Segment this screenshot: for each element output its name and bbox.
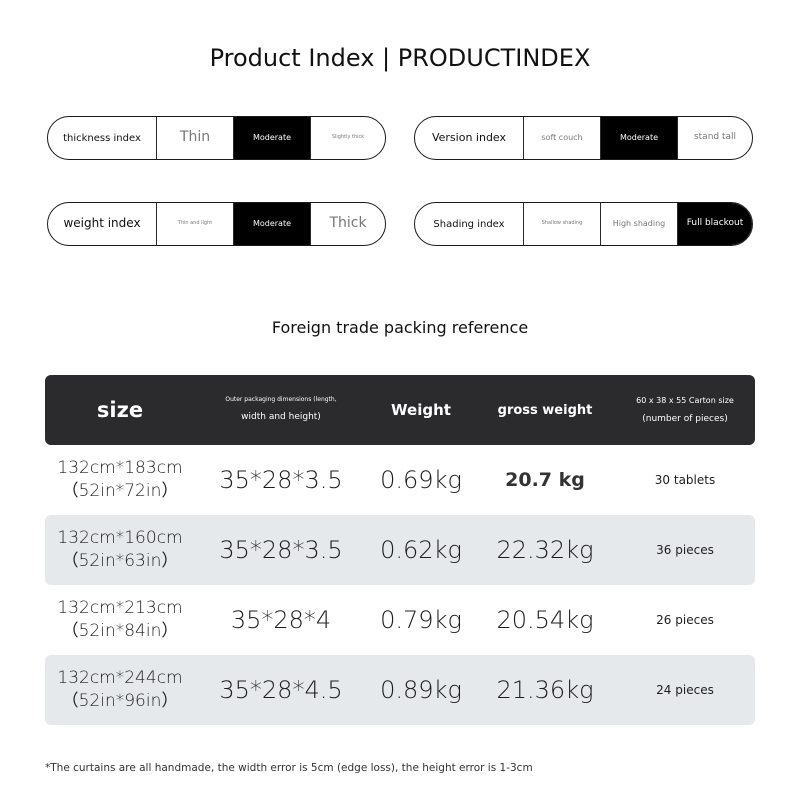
shading-index-scale: Shading index Shallow shading High shadi… xyxy=(414,202,753,246)
cell-carton-count: 30 tablets xyxy=(654,473,716,487)
index-option: Thin and light xyxy=(156,203,233,245)
header-carton-size: 60 x 38 x 55 Carton size (number of piec… xyxy=(636,396,734,424)
header-size: size xyxy=(96,398,144,422)
index-option-selected: Moderate xyxy=(600,117,677,159)
table-header: size Outer packaging dimensions (length,… xyxy=(45,375,755,445)
index-option: Slightly thick xyxy=(310,117,385,159)
cell-carton-count: 36 pieces xyxy=(656,543,714,557)
packing-table: size Outer packaging dimensions (length,… xyxy=(45,375,755,725)
index-label: thickness index xyxy=(63,132,141,144)
cell-gross-weight: 22.32kg xyxy=(496,536,594,564)
cell-size: 132cm*244cm （52in*96in） xyxy=(57,668,183,711)
index-option-selected: Moderate xyxy=(233,203,310,245)
cell-gross-weight: 20.7 kg xyxy=(505,469,585,491)
cell-weight: 0.62kg xyxy=(380,536,462,564)
cell-size: 132cm*160cm （52in*63in） xyxy=(57,528,183,571)
cell-outer-dimensions: 35*28*3.5 xyxy=(219,466,343,494)
index-option: Thick xyxy=(310,203,385,245)
cell-size: 132cm*213cm （52in*84in） xyxy=(57,598,183,641)
cell-outer-dimensions: 35*28*3.5 xyxy=(219,536,343,564)
page-title: Product Index | PRODUCTINDEX xyxy=(209,44,591,72)
index-option: soft couch xyxy=(523,117,600,159)
index-option: Shallow shading xyxy=(523,203,600,245)
table-row: 132cm*213cm （52in*84in） 35*28*4 0.79kg 2… xyxy=(45,585,755,655)
cell-weight: 0.79kg xyxy=(380,606,462,634)
cell-carton-count: 24 pieces xyxy=(656,683,714,697)
thickness-index-scale: thickness index Thin Moderate Slightly t… xyxy=(47,116,386,160)
cell-size: 132cm*183cm （52in*72in） xyxy=(57,458,183,501)
index-label: Shading index xyxy=(433,218,505,230)
cell-weight: 0.69kg xyxy=(380,466,462,494)
cell-gross-weight: 20.54kg xyxy=(496,606,594,634)
version-index-scale: Version index soft couch Moderate stand … xyxy=(414,116,753,160)
table-row: 132cm*244cm （52in*96in） 35*28*4.5 0.89kg… xyxy=(45,655,755,725)
index-option: stand tall xyxy=(677,117,752,159)
cell-outer-dimensions: 35*28*4.5 xyxy=(219,676,343,704)
index-option: Thin xyxy=(156,117,233,159)
index-option-selected: Moderate xyxy=(233,117,310,159)
packing-section-title: Foreign trade packing reference xyxy=(271,318,529,337)
table-row: 132cm*160cm （52in*63in） 35*28*3.5 0.62kg… xyxy=(45,515,755,585)
weight-index-scale: weight index Thin and light Moderate Thi… xyxy=(47,202,386,246)
header-weight: Weight xyxy=(391,401,451,419)
cell-outer-dimensions: 35*28*4 xyxy=(230,606,332,634)
cell-carton-count: 26 pieces xyxy=(656,613,714,627)
cell-weight: 0.89kg xyxy=(380,676,462,704)
index-label: weight index xyxy=(63,216,141,231)
header-gross-weight: gross weight xyxy=(497,402,593,418)
index-option: High shading xyxy=(600,203,677,245)
cell-gross-weight: 21.36kg xyxy=(496,676,594,704)
header-outer-dimensions: Outer packaging dimensions (length, widt… xyxy=(225,396,337,422)
index-option-selected: Full blackout xyxy=(677,203,752,245)
footnote: *The curtains are all handmade, the widt… xyxy=(45,762,533,774)
index-label: Version index xyxy=(431,130,507,144)
table-row: 132cm*183cm （52in*72in） 35*28*3.5 0.69kg… xyxy=(45,445,755,515)
